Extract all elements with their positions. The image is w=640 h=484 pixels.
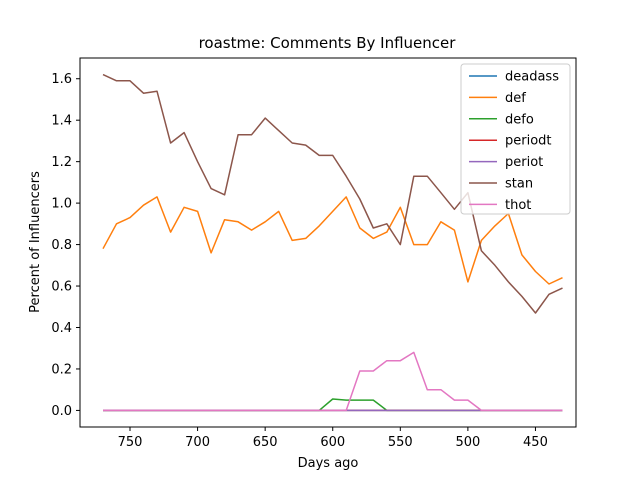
legend-label-stan: stan xyxy=(505,177,533,192)
x-tick-label: 550 xyxy=(388,435,413,450)
y-tick-label: 1.2 xyxy=(51,155,72,170)
plot-frame xyxy=(79,57,577,428)
y-tick-label: 1.0 xyxy=(51,197,72,212)
x-axis-label: Days ago xyxy=(298,456,359,471)
y-axis-label: Percent of Influencers xyxy=(28,171,43,313)
x-tick-label: 750 xyxy=(118,435,143,450)
y-tick-label: 1.4 xyxy=(51,114,72,129)
x-tick-label: 600 xyxy=(320,435,345,450)
x-tick-label: 450 xyxy=(523,435,548,450)
legend-label-defo: defo xyxy=(505,112,534,127)
legend-label-periodt: periodt xyxy=(505,134,552,149)
y-tick-label: 0.4 xyxy=(51,321,72,336)
series-line-thot xyxy=(103,351,563,412)
series-line-stan xyxy=(102,73,563,314)
y-tick-label: 0.8 xyxy=(51,238,72,253)
legend-label-def: def xyxy=(505,91,526,106)
legend-label-thot: thot xyxy=(505,198,531,213)
legend: deadass def defo periodt periot stan thot xyxy=(460,63,571,215)
x-tick-label: 700 xyxy=(185,435,210,450)
x-tick-label: 500 xyxy=(455,435,480,450)
legend-box xyxy=(460,63,571,215)
y-tick-label: 0.0 xyxy=(51,404,72,419)
legend-label-deadass: deadass xyxy=(505,70,559,85)
y-tick-label: 0.6 xyxy=(51,280,72,295)
chart-title: roastme: Comments By Influencer xyxy=(199,34,457,52)
y-tick-label: 0.2 xyxy=(51,362,72,377)
x-tick-label: 650 xyxy=(253,435,278,450)
y-tick-label: 1.6 xyxy=(51,72,72,87)
series-line-def xyxy=(102,196,563,285)
legend-label-periot: periot xyxy=(505,155,543,170)
